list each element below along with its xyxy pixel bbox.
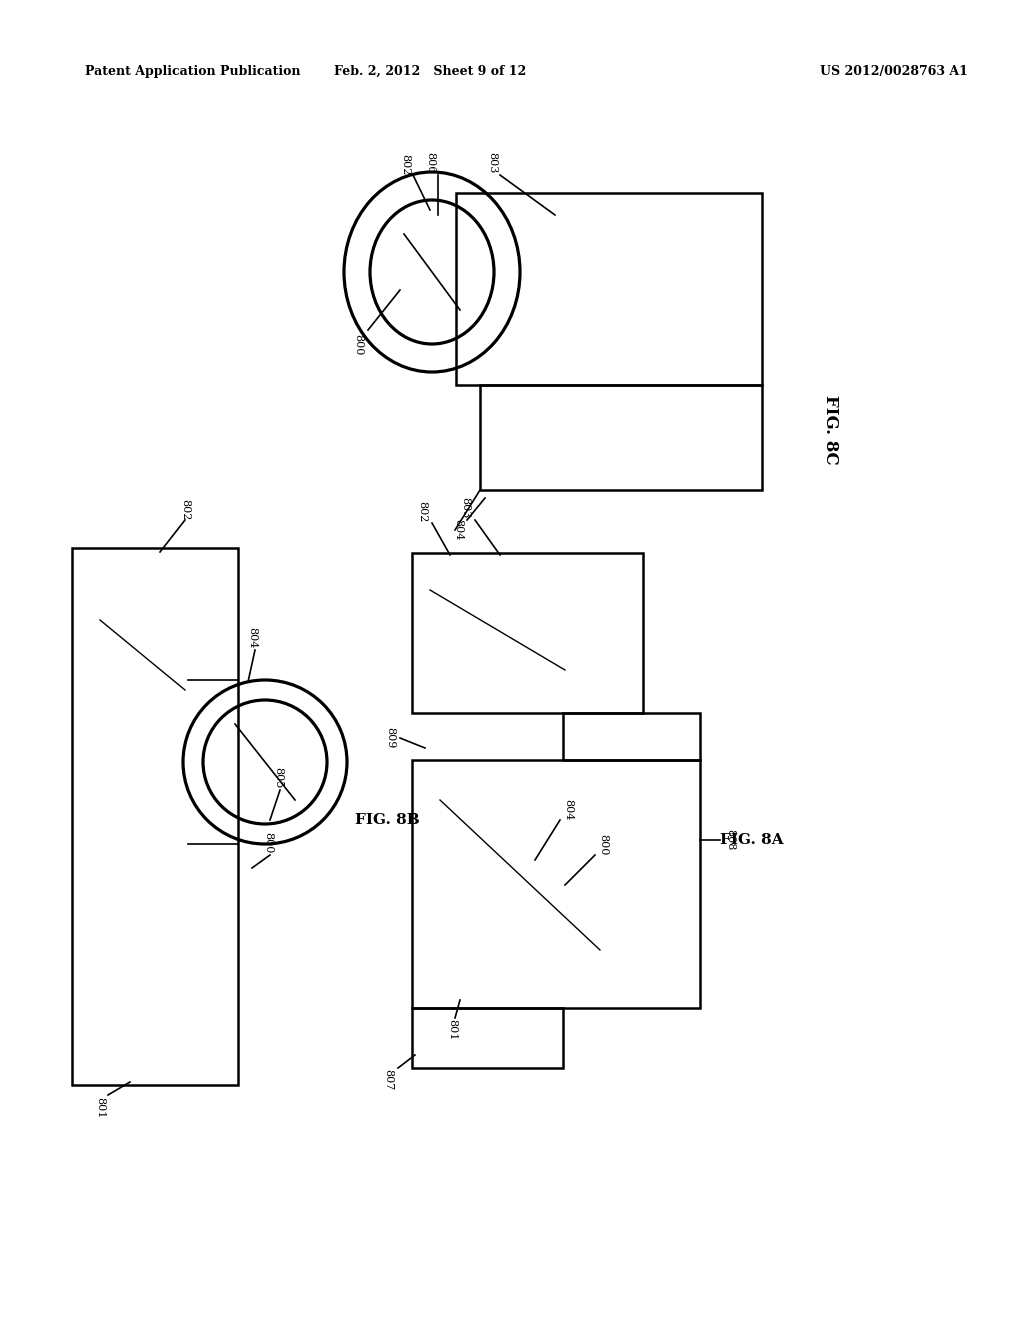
Text: FIG. 8C: FIG. 8C bbox=[821, 395, 839, 465]
Text: 800: 800 bbox=[263, 833, 273, 854]
Text: 802: 802 bbox=[400, 154, 410, 176]
Text: 804: 804 bbox=[453, 519, 463, 541]
Text: 801: 801 bbox=[95, 1097, 105, 1118]
Text: Feb. 2, 2012   Sheet 9 of 12: Feb. 2, 2012 Sheet 9 of 12 bbox=[334, 65, 526, 78]
Text: 803: 803 bbox=[487, 152, 497, 174]
Bar bbox=[72, 548, 238, 1085]
Text: FIG. 8A: FIG. 8A bbox=[720, 833, 783, 847]
Bar bbox=[412, 1008, 563, 1068]
Bar bbox=[563, 713, 700, 760]
Bar bbox=[456, 193, 762, 385]
Text: 802: 802 bbox=[180, 499, 190, 520]
Bar bbox=[412, 760, 700, 1008]
Text: 807: 807 bbox=[383, 1069, 393, 1090]
Text: FIG. 8B: FIG. 8B bbox=[355, 813, 420, 828]
Text: 809: 809 bbox=[385, 727, 395, 748]
Bar bbox=[412, 553, 643, 713]
Text: 800: 800 bbox=[598, 834, 608, 855]
Text: 806: 806 bbox=[425, 152, 435, 174]
Text: 801: 801 bbox=[447, 1019, 457, 1040]
Text: 805: 805 bbox=[273, 767, 283, 788]
Text: 800: 800 bbox=[353, 334, 362, 355]
Text: 803: 803 bbox=[460, 498, 470, 519]
Text: US 2012/0028763 A1: US 2012/0028763 A1 bbox=[820, 65, 968, 78]
Bar bbox=[480, 385, 762, 490]
Text: 808: 808 bbox=[725, 829, 735, 850]
Text: 804: 804 bbox=[563, 800, 573, 821]
Text: 804: 804 bbox=[247, 627, 257, 648]
Text: 802: 802 bbox=[417, 502, 427, 523]
Text: Patent Application Publication: Patent Application Publication bbox=[85, 65, 300, 78]
